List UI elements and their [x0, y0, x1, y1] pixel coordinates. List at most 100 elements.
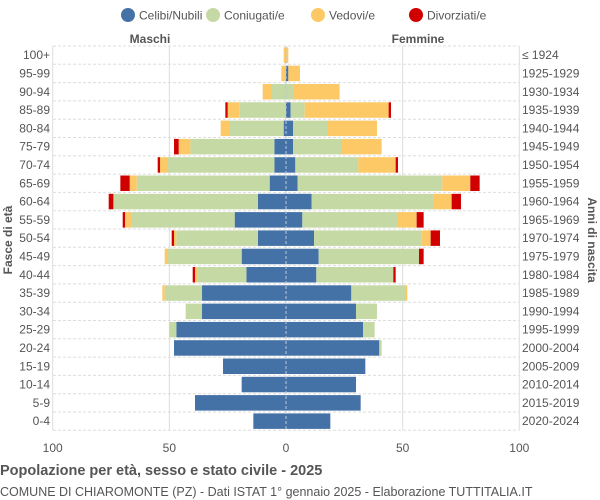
bar-male-coniugati [136, 175, 270, 191]
bar-female-coniugati [313, 230, 422, 246]
age-group-label: 95-99 [19, 66, 50, 80]
females-label: Femmine [392, 32, 445, 46]
bar-male-celibi [241, 248, 286, 265]
bar-female-vedovi [288, 65, 300, 82]
bar-male-vedovi [160, 157, 168, 173]
age-group-label: 70-74 [19, 158, 50, 172]
bar-female-divorziati [388, 102, 391, 118]
bar-male-divorziati [192, 267, 196, 283]
bar-female-vedovi [432, 193, 452, 210]
bar-male-vedovi [162, 285, 165, 301]
bar-male-divorziati [171, 230, 175, 246]
bar-female-celibi [286, 321, 363, 338]
age-group-label: 40-44 [19, 268, 50, 282]
bar-male-celibi [258, 193, 286, 210]
bar-female-celibi [286, 303, 356, 320]
bar-male-celibi [258, 230, 286, 246]
bar-male-vedovi [262, 84, 273, 100]
bar-female-celibi [286, 358, 366, 374]
bar-female-vedovi [442, 175, 471, 191]
age-group-label: 100+ [23, 48, 50, 62]
bar-female-vedovi [397, 212, 417, 228]
birth-year-label: 1930-1934 [522, 85, 580, 99]
legend-marker-2 [311, 8, 325, 22]
bar-female-divorziati [395, 157, 398, 173]
bar-female-coniugati [295, 157, 359, 173]
bar-female-celibi [286, 65, 289, 82]
bar-female-coniugati [362, 321, 375, 338]
bar-male-divorziati [157, 157, 161, 173]
bar-female-divorziati [430, 230, 440, 246]
bar-male-celibi [253, 413, 286, 429]
birth-year-label: 1945-1949 [522, 140, 580, 154]
age-group-label: 10-14 [19, 378, 50, 392]
bar-female-celibi [286, 102, 291, 118]
bar-female-divorziati [393, 267, 396, 283]
birth-year-label: 2005-2009 [522, 359, 580, 373]
birth-year-label: 1995-1999 [522, 323, 580, 337]
bar-female-celibi [286, 413, 331, 429]
bar-female-vedovi [292, 84, 340, 100]
bar-female-celibi [286, 157, 296, 173]
birth-year-label: 2015-2019 [522, 396, 580, 410]
bar-male-vedovi [174, 230, 177, 246]
bar-male-coniugati [167, 157, 275, 173]
bar-male-celibi [223, 358, 286, 374]
bar-male-celibi [274, 138, 286, 155]
birth-year-label: 1975-1979 [522, 249, 580, 263]
bar-female-coniugati [379, 340, 382, 356]
age-group-label: 75-79 [19, 140, 50, 154]
bar-male-divorziati [122, 212, 126, 228]
age-group-label: 80-84 [19, 121, 50, 135]
bar-male-celibi [174, 340, 286, 356]
age-group-label: 60-64 [19, 195, 50, 209]
age-group-label: 0-4 [33, 414, 51, 428]
bar-male-coniugati [113, 193, 259, 210]
birth-year-label: 1960-1964 [522, 195, 580, 209]
age-group-label: 25-29 [19, 323, 50, 337]
age-group-label: 35-39 [19, 286, 50, 300]
birth-year-label: 1940-1944 [522, 121, 580, 135]
bar-female-vedovi [304, 102, 389, 118]
bar-female-divorziati [470, 175, 480, 191]
age-group-label: 65-69 [19, 176, 50, 190]
legend-marker-3 [409, 8, 423, 22]
bar-male-celibi [246, 267, 286, 283]
bar-male-coniugati [230, 120, 284, 137]
x-tick-label: 100 [43, 441, 63, 455]
age-group-label: 90-94 [19, 85, 50, 99]
bar-male-celibi [283, 120, 286, 137]
legend-marker-0 [121, 8, 135, 22]
chart-subtitle: COMUNE DI CHIAROMONTE (PZ) - Dati ISTAT … [0, 485, 533, 499]
bar-female-celibi [286, 175, 298, 191]
y-axis-title-left: Fasce di età [1, 205, 15, 274]
birth-year-label: ≤ 1924 [522, 48, 559, 62]
bar-male-celibi [176, 321, 286, 338]
legend-label-1: Coniugati/e [224, 9, 285, 23]
birth-year-label: 1990-1994 [522, 304, 580, 318]
bar-female-celibi [286, 376, 356, 393]
bar-male-vedovi [195, 267, 198, 283]
bar-female-vedovi [404, 285, 408, 301]
bar-female-celibi [286, 138, 293, 155]
age-group-label: 45-49 [19, 249, 50, 263]
bar-female-coniugati [302, 212, 398, 228]
bar-female-coniugati [318, 248, 419, 265]
bar-male-divorziati [174, 138, 179, 155]
bar-male-vedovi [283, 47, 286, 63]
bar-male-celibi [234, 212, 286, 228]
birth-year-label: 1955-1959 [522, 176, 580, 190]
birth-year-label: 1950-1954 [522, 158, 580, 172]
bar-female-vedovi [358, 157, 396, 173]
birth-year-label: 1980-1984 [522, 268, 580, 282]
bar-male-celibi [274, 157, 286, 173]
males-label: Maschi [130, 32, 171, 46]
bar-male-celibi [269, 175, 286, 191]
age-group-label: 20-24 [19, 341, 50, 355]
bar-female-coniugati [286, 84, 293, 100]
birth-year-label: 1965-1969 [522, 213, 580, 227]
age-group-label: 85-89 [19, 103, 50, 117]
age-group-label: 55-59 [19, 213, 50, 227]
birth-year-label: 1985-1989 [522, 286, 580, 300]
y-axis-title-right: Anni di nascita [585, 197, 599, 283]
